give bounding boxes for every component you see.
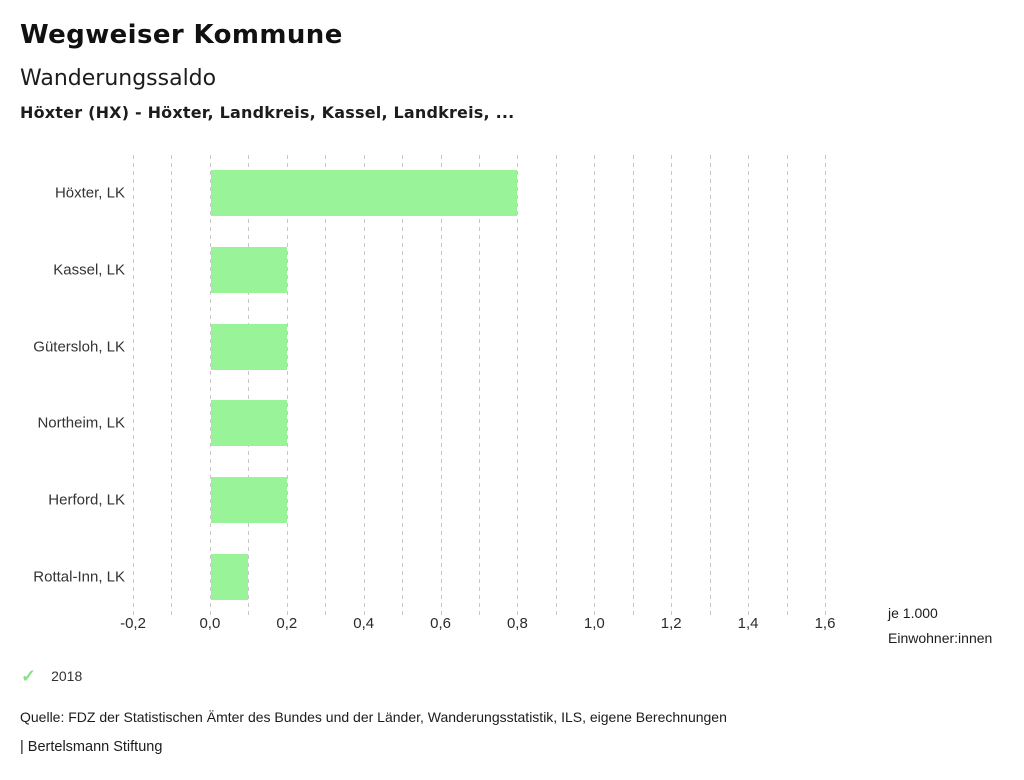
bar-kassel-lk[interactable]	[210, 247, 287, 293]
x-tick-label: -0,2	[120, 615, 146, 632]
gridline	[555, 155, 557, 615]
bar-rottal-inn-lk[interactable]	[210, 553, 249, 600]
gridline	[748, 155, 750, 615]
checkmark-icon: ✓	[21, 666, 37, 686]
category-label: Rottal-Inn, LK	[33, 568, 125, 586]
brand-title: Wegweiser Kommune	[20, 20, 343, 50]
category-label: Höxter, LK	[54, 184, 125, 202]
gridline	[594, 155, 596, 615]
gridline	[325, 155, 327, 615]
gridline	[786, 155, 788, 615]
plot-area	[133, 155, 826, 615]
gridline	[517, 155, 519, 615]
gridline	[171, 155, 173, 615]
category-label: Gütersloh, LK	[33, 338, 125, 356]
bar-gütersloh-lk[interactable]	[210, 323, 287, 370]
footer-attribution: | Bertelsmann Stiftung	[20, 739, 163, 755]
gridline	[709, 155, 711, 615]
legend-label: 2018	[51, 668, 83, 684]
x-tick-label: 0,8	[506, 615, 528, 632]
bar-höxter-lk[interactable]	[210, 170, 518, 217]
gridline	[632, 155, 634, 615]
category-label: Northeim, LK	[37, 414, 125, 432]
x-tick-label: 1,6	[814, 615, 836, 632]
gridline	[440, 155, 442, 615]
x-tick-label: 0,0	[199, 615, 221, 632]
axis-unit-line-2: Einwohner:innen	[888, 630, 993, 646]
x-tick-label: 1,0	[583, 615, 605, 632]
gridline	[133, 155, 134, 615]
legend-item-2018[interactable]: ✓ 2018	[21, 667, 82, 685]
gridline	[825, 155, 826, 615]
x-tick-label: 0,2	[276, 615, 298, 632]
axis-unit-label: je 1.000 Einwohner:innen	[888, 601, 992, 651]
chart-subtitle: Höxter (HX) - Höxter, Landkreis, Kassel,…	[20, 103, 515, 122]
gridline	[479, 155, 480, 615]
category-label: Herford, LK	[48, 491, 125, 509]
gridline	[671, 155, 673, 615]
gridline	[209, 155, 211, 615]
gridline	[402, 155, 404, 615]
bar-herford-lk[interactable]	[210, 477, 287, 523]
gridline	[286, 155, 288, 615]
gridline	[363, 155, 365, 615]
source-text: Quelle: FDZ der Statistischen Ämter des …	[20, 709, 727, 725]
x-tick-label: 0,4	[353, 615, 375, 632]
gridline	[248, 155, 250, 615]
x-tick-label: 0,6	[430, 615, 452, 632]
x-tick-label: 1,2	[660, 615, 682, 632]
x-tick-label: 1,4	[737, 615, 759, 632]
axis-unit-line-1: je 1.000	[888, 605, 938, 621]
chart-title: Wanderungssaldo	[20, 66, 217, 91]
bar-northeim-lk[interactable]	[210, 400, 287, 447]
category-label: Kassel, LK	[53, 261, 125, 279]
